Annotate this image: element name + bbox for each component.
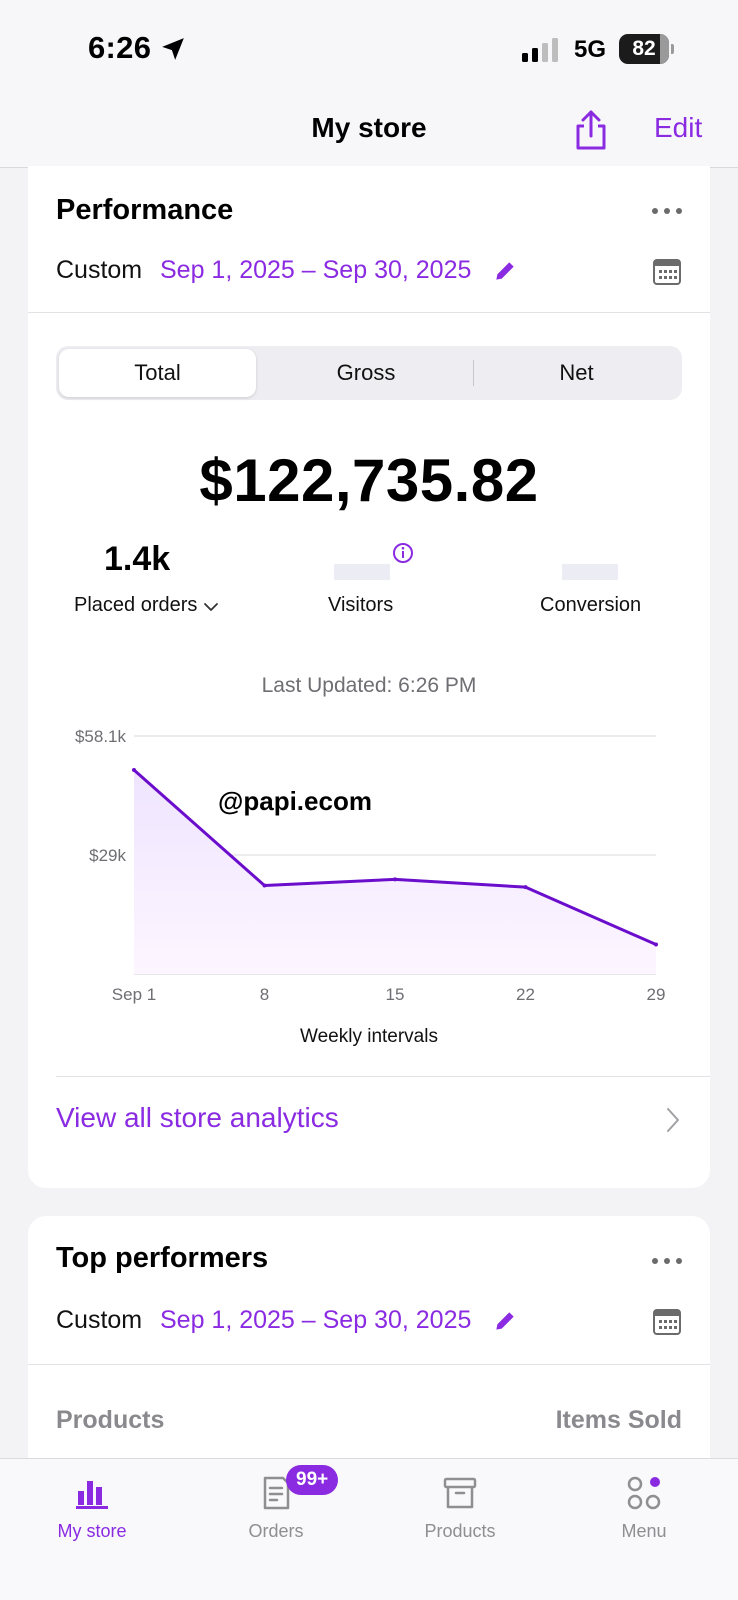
share-icon[interactable] bbox=[572, 108, 610, 152]
tab-total[interactable]: Total bbox=[59, 349, 256, 397]
y-tick-label: $29k bbox=[89, 846, 126, 865]
last-updated-text: Last Updated: 6:26 PM bbox=[261, 674, 477, 697]
edit-button[interactable]: Edit bbox=[654, 112, 703, 143]
tab-net[interactable]: Net bbox=[559, 360, 594, 385]
divider bbox=[28, 1364, 710, 1365]
data-point bbox=[393, 877, 397, 882]
segment-separator bbox=[473, 360, 474, 386]
sales-chart: $58.1k $29k Sep 1 8 15 22 29 @papi.ecom Weekly… bbox=[28, 706, 710, 1066]
top-performers-more-icon[interactable] bbox=[652, 1256, 682, 1266]
page-title: My store bbox=[311, 112, 427, 143]
series-area bbox=[134, 770, 656, 974]
tab-gross[interactable]: Gross bbox=[336, 360, 396, 385]
total-sales-value: $122,735.82 bbox=[199, 447, 539, 514]
tab-label: Menu bbox=[621, 1521, 667, 1541]
cellular-signal-icon bbox=[522, 38, 558, 62]
tab-label: Products bbox=[424, 1521, 496, 1541]
network-type: 5G bbox=[574, 36, 607, 63]
products-column-header: Products bbox=[56, 1406, 165, 1434]
range-type-label: Custom bbox=[56, 256, 143, 284]
orders-badge: 99+ bbox=[286, 1465, 339, 1495]
divider bbox=[28, 312, 710, 313]
x-tick-label: 15 bbox=[386, 985, 405, 1004]
range-type-label: Custom bbox=[56, 1306, 143, 1334]
performance-card: Performance Custom Sep 1, 2025 – Sep 30,… bbox=[28, 166, 710, 1188]
items-sold-column-header: Items Sold bbox=[555, 1406, 682, 1434]
placed-orders-label[interactable]: Placed orders bbox=[74, 594, 198, 616]
data-point bbox=[654, 942, 658, 947]
data-point bbox=[132, 768, 136, 772]
menu-grid-icon bbox=[627, 1476, 661, 1510]
tab-label: My store bbox=[57, 1521, 127, 1541]
x-tick-label: 22 bbox=[516, 985, 535, 1004]
pencil-icon[interactable] bbox=[492, 1308, 518, 1334]
metric-type-segmented-control: Total Gross Net bbox=[56, 346, 682, 400]
tab-products[interactable]: Products bbox=[368, 1459, 552, 1559]
x-tick-label: Sep 1 bbox=[112, 985, 156, 1004]
battery-icon: 82 bbox=[619, 34, 674, 64]
conversion-loading-placeholder bbox=[562, 564, 618, 580]
divider bbox=[56, 1076, 710, 1077]
performance-date-range: Custom Sep 1, 2025 – Sep 30, 2025 bbox=[56, 252, 682, 292]
top-performers-card: Top performers Custom Sep 1, 2025 – Sep … bbox=[28, 1216, 710, 1476]
view-all-analytics-label: View all store analytics bbox=[56, 1102, 339, 1133]
chevron-down-icon[interactable] bbox=[202, 598, 220, 616]
conversion-label: Conversion bbox=[540, 594, 642, 616]
sales-chart-plot: $58.1k $29k Sep 1 8 15 22 29 bbox=[75, 727, 666, 1004]
date-range-value[interactable]: Sep 1, 2025 – Sep 30, 2025 bbox=[160, 256, 472, 284]
placed-orders-value: 1.4k bbox=[104, 540, 171, 578]
calendar-icon[interactable] bbox=[652, 1306, 682, 1336]
battery-level: 82 bbox=[632, 37, 656, 60]
date-range-value[interactable]: Sep 1, 2025 – Sep 30, 2025 bbox=[160, 1306, 472, 1334]
info-icon[interactable] bbox=[392, 542, 414, 564]
data-point bbox=[523, 885, 528, 890]
chevron-right-icon bbox=[667, 1108, 679, 1132]
calendar-icon[interactable] bbox=[652, 256, 682, 286]
top-performers-date-range: Custom Sep 1, 2025 – Sep 30, 2025 bbox=[56, 1302, 682, 1342]
location-arrow-icon bbox=[162, 38, 184, 60]
pencil-icon[interactable] bbox=[492, 258, 518, 284]
visitors-label: Visitors bbox=[328, 594, 394, 616]
x-axis-caption: Weekly intervals bbox=[300, 1026, 438, 1047]
archive-box-icon bbox=[443, 1477, 477, 1509]
watermark-text: @papi.ecom bbox=[218, 786, 372, 816]
bar-chart-icon bbox=[76, 1481, 108, 1509]
y-tick-label: $58.1k bbox=[75, 727, 127, 746]
status-time: 6:26 bbox=[88, 30, 152, 65]
tab-menu[interactable]: Menu bbox=[552, 1459, 736, 1559]
x-tick-label: 8 bbox=[260, 985, 269, 1004]
status-bar: 6:26 5G 82 bbox=[0, 0, 738, 92]
visitors-loading-placeholder bbox=[334, 564, 390, 580]
tab-orders[interactable]: 99+ Orders bbox=[184, 1459, 368, 1559]
performance-more-icon[interactable] bbox=[652, 206, 682, 216]
top-performers-title: Top performers bbox=[56, 1242, 269, 1274]
view-all-analytics-link[interactable]: View all store analytics bbox=[56, 1094, 682, 1144]
x-tick-label: 29 bbox=[647, 985, 666, 1004]
tab-my-store[interactable]: My store bbox=[0, 1459, 184, 1559]
bottom-tab-bar: My store 99+ Orders Products bbox=[0, 1458, 738, 1600]
orders-icon bbox=[263, 1476, 290, 1510]
performance-title: Performance bbox=[56, 194, 234, 226]
data-point bbox=[262, 883, 267, 888]
tab-label: Orders bbox=[248, 1521, 304, 1541]
navigation-bar: My store Edit bbox=[0, 92, 738, 168]
